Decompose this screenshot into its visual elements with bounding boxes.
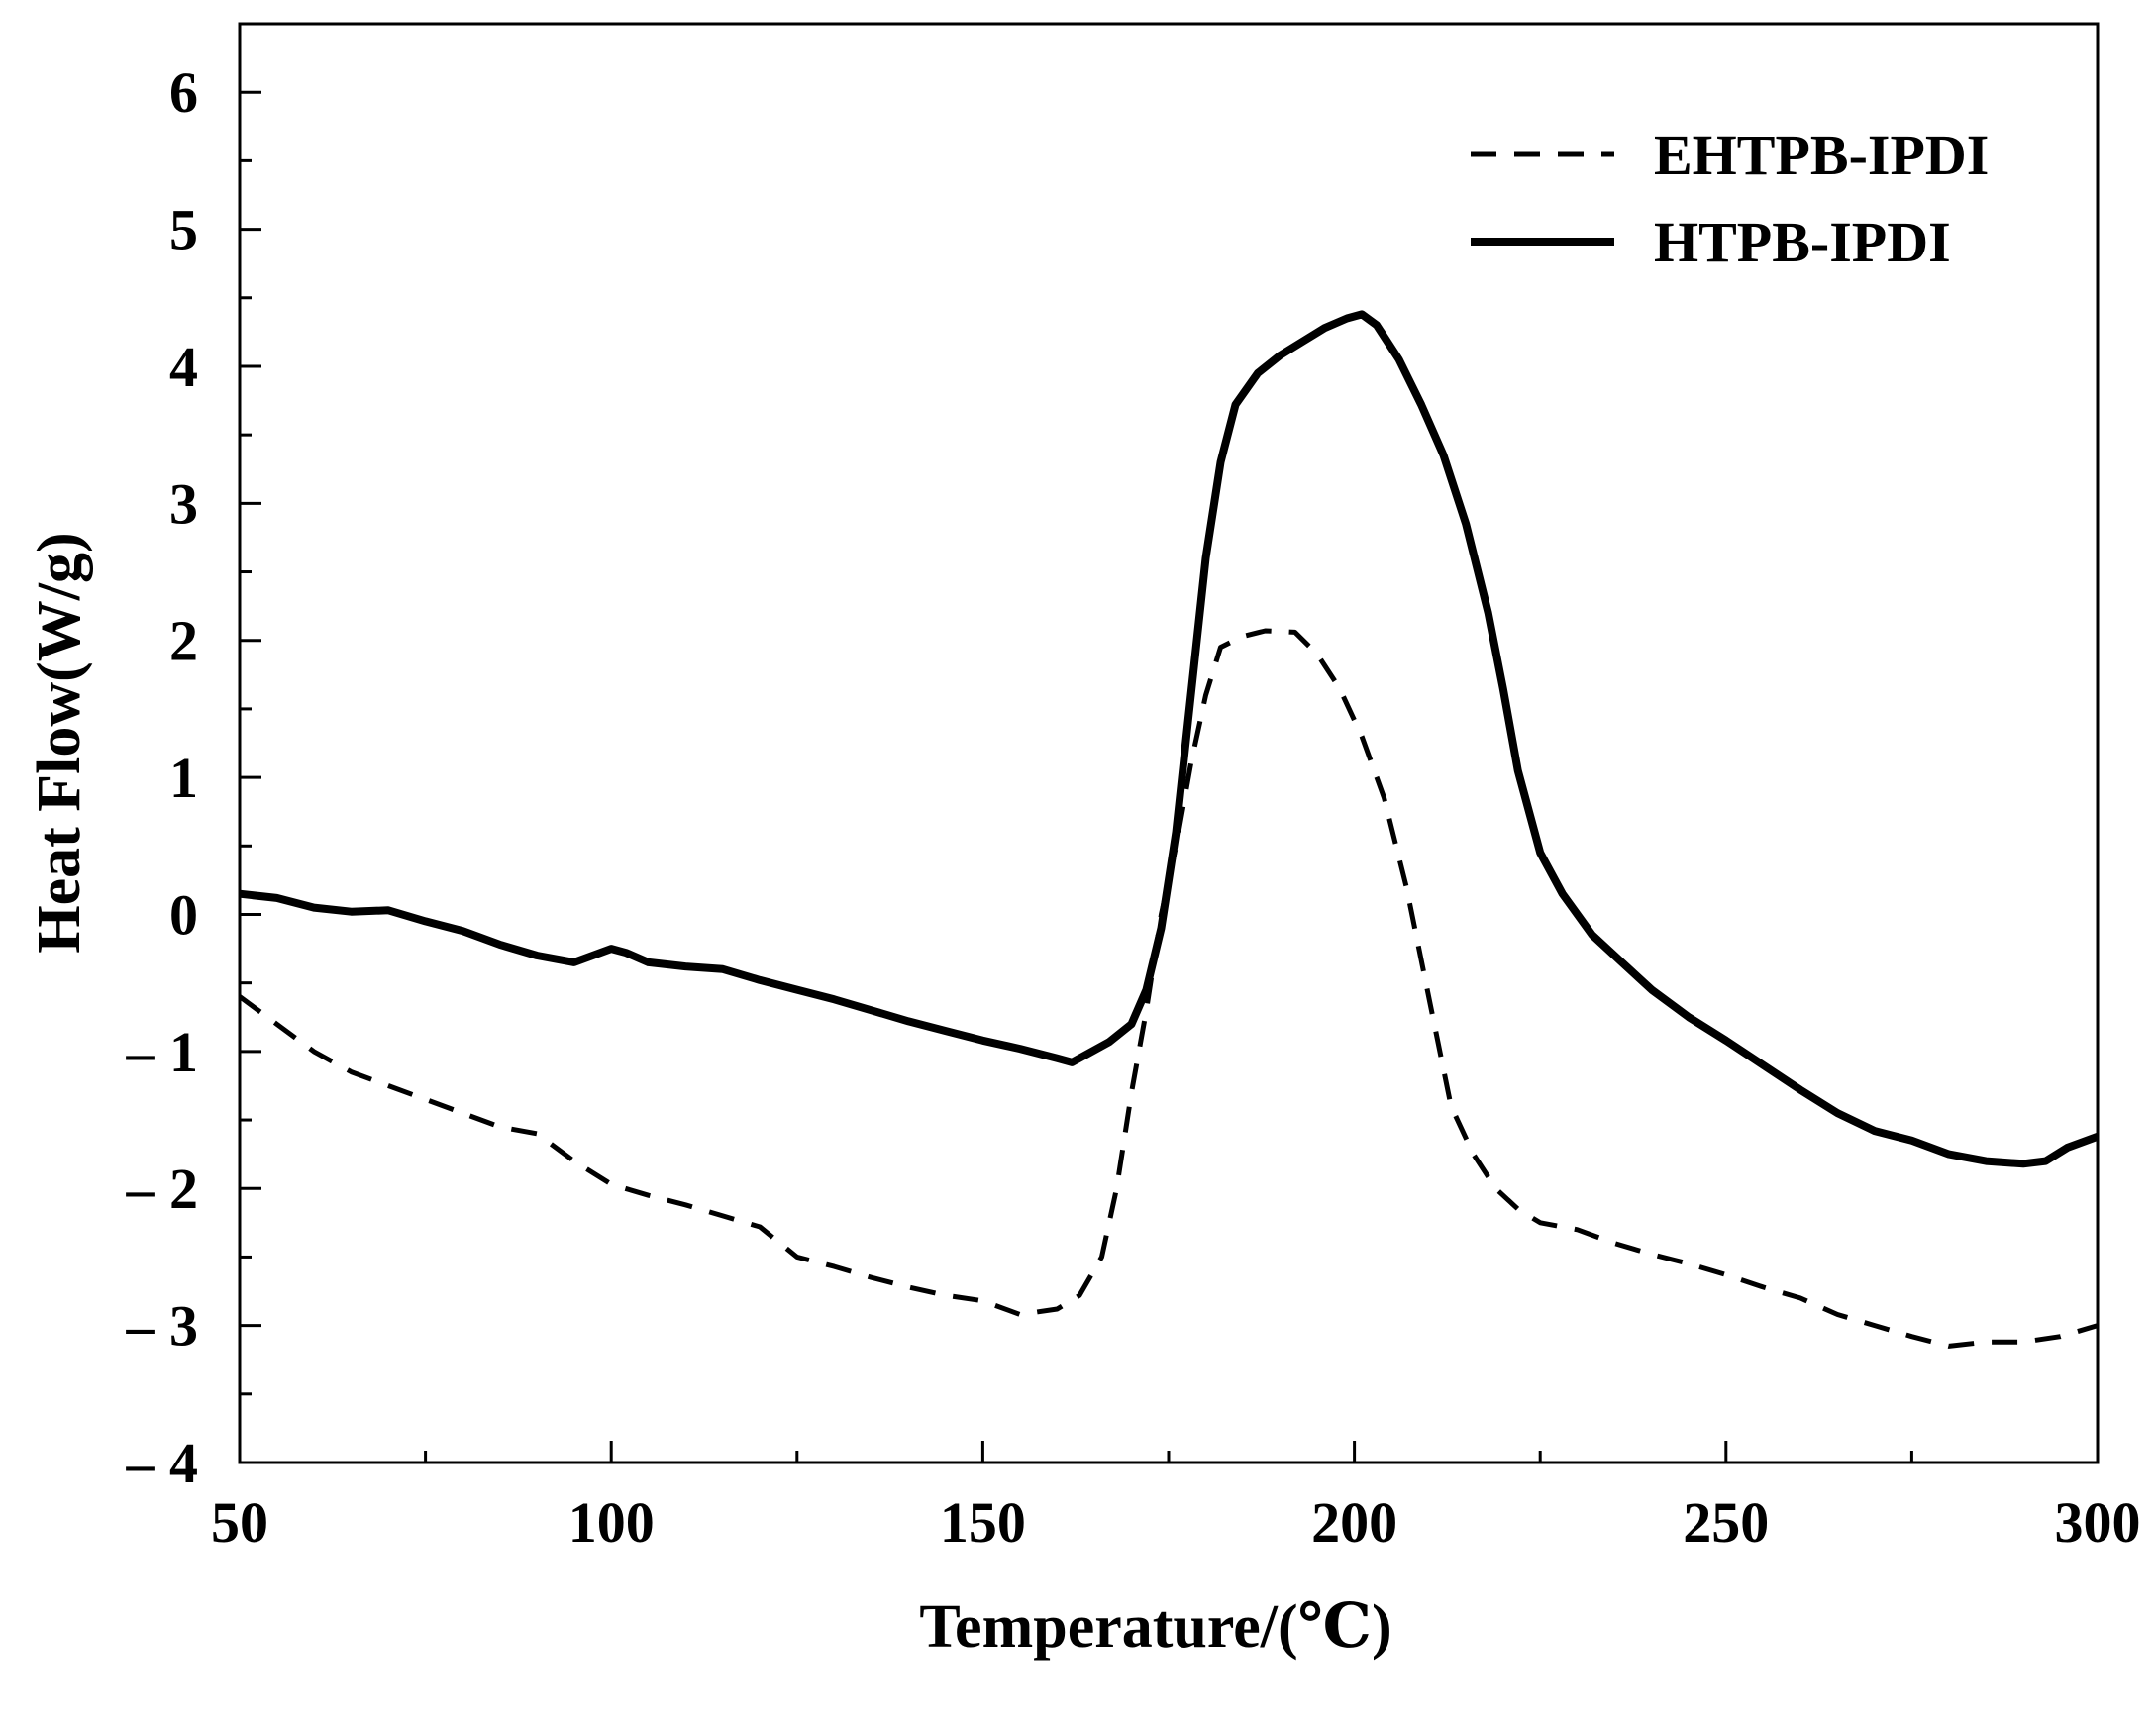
y-tick-label--4: – 4: [126, 1431, 199, 1495]
y-tick-label-2: 2: [169, 609, 198, 673]
legend: EHTPB-IPDI HTPB-IPDI: [1471, 123, 1989, 274]
axes-layer: 50 100 150 200 250 300 – 4 – 3 – 2 – 1 0 1 2 3 4 5 6: [126, 22, 2141, 1555]
y-tick-label-1: 1: [169, 746, 198, 810]
y-tick-label--2: – 2: [126, 1157, 199, 1221]
y-axis-title: Heat Flow(W/g): [26, 532, 93, 953]
y-tick-label-6: 6: [169, 60, 198, 125]
legend-label-htpb-ipdi: HTPB-IPDI: [1654, 210, 1951, 274]
legend-label-ehtpb-ipdi: EHTPB-IPDI: [1654, 123, 1989, 187]
x-tick-label-200: 200: [1311, 1490, 1397, 1555]
x-tick-label-50: 50: [211, 1490, 268, 1555]
y-tick-label--3: – 3: [126, 1294, 199, 1359]
x-tick-label-150: 150: [940, 1490, 1026, 1555]
x-axis-title: Temperature/(℃): [919, 1593, 1391, 1661]
y-tick-label--1: – 1: [126, 1020, 199, 1084]
y-tick-label-0: 0: [169, 882, 198, 947]
series-line-ehtpb-ipdi: [238, 628, 2099, 1349]
x-tick-label-250: 250: [1683, 1490, 1769, 1555]
x-tick-label-300: 300: [2055, 1490, 2141, 1555]
y-tick-label-3: 3: [169, 471, 198, 536]
y-tick-label-4: 4: [169, 335, 198, 399]
x-tick-label-100: 100: [568, 1490, 655, 1555]
series-layer: [238, 310, 2100, 1349]
series-line-htpb-ipdi: [239, 310, 2100, 1168]
y-tick-label-5: 5: [169, 198, 198, 262]
